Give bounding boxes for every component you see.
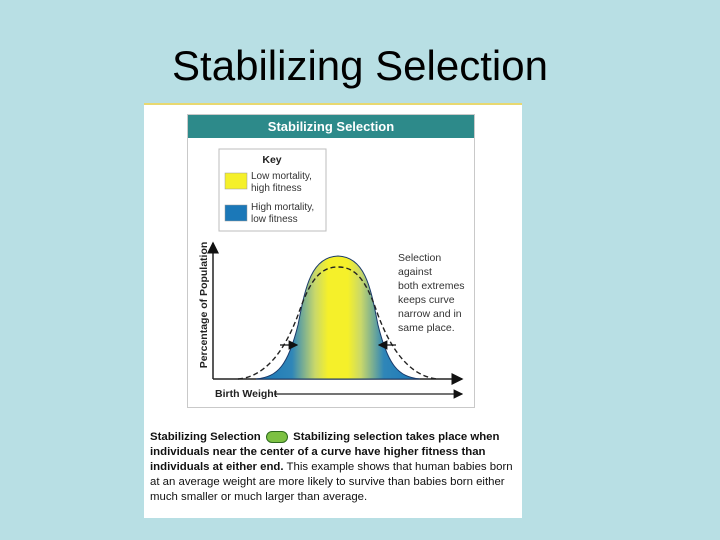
- chart-header-bar: [188, 115, 474, 138]
- svg-text:same place.: same place.: [398, 322, 455, 334]
- svg-text:narrow and in: narrow and in: [398, 308, 462, 320]
- key-label-high-mortality: High mortality,: [251, 202, 314, 213]
- key-label-high-fitness: high fitness: [251, 183, 302, 194]
- slide-title: Stabilizing Selection: [172, 42, 548, 89]
- key-swatch-blue: [224, 204, 248, 222]
- caption-bold-text: Stabilizing selection takes place when i…: [150, 431, 500, 473]
- caption-heading: Stabilizing Selection: [150, 431, 261, 443]
- original-curve: [237, 266, 439, 380]
- svg-text:Selection: Selection: [398, 252, 441, 264]
- key-box: Key Low mortality, high fitness High mor…: [218, 148, 327, 232]
- caption-normal-text: This example shows that human babies bor…: [150, 461, 513, 503]
- key-label-low-fitness: low fitness: [251, 214, 298, 225]
- figure-panel: Stabilizing Selection Key Low mortality,…: [144, 103, 522, 518]
- x-axis-label: Birth Weight: [215, 388, 278, 400]
- svg-text:both extremes: both extremes: [398, 280, 465, 292]
- svg-text:keeps curve: keeps curve: [398, 294, 455, 306]
- svg-text:against: against: [398, 266, 432, 278]
- stabilizing-selection-diagram: Stabilizing Selection Key Low mortality,…: [188, 115, 474, 400]
- y-axis-label: Percentage of Population: [198, 242, 210, 369]
- chart-frame: Stabilizing Selection Key Low mortality,…: [187, 114, 475, 408]
- key-swatch-yellow: [224, 172, 248, 190]
- selection-annotation: Selection against both extremes keeps cu…: [398, 252, 465, 334]
- selected-curve: [255, 255, 421, 380]
- chart-header-title: Stabilizing Selection: [268, 119, 394, 134]
- figure-caption: Stabilizing Selection Stabilizing select…: [150, 430, 516, 505]
- green-arrow-icon: [265, 430, 288, 443]
- key-label-low-mortality: Low mortality,: [251, 171, 312, 182]
- key-title: Key: [262, 154, 281, 166]
